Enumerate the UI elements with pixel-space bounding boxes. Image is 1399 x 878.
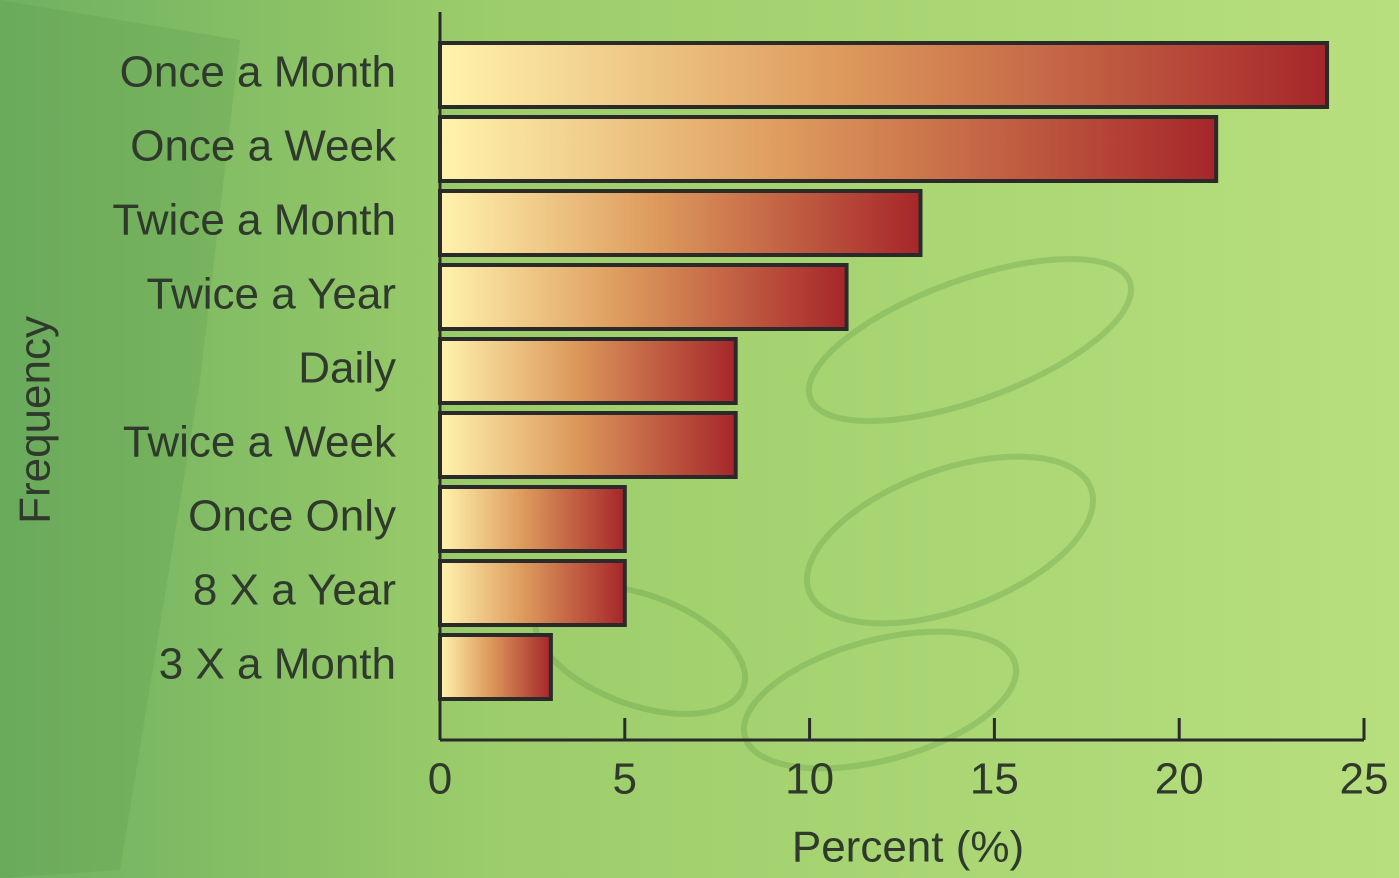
y-tick-label: Daily <box>298 344 396 393</box>
y-tick-label: Once Only <box>188 492 396 541</box>
y-tick-label: Twice a Week <box>123 418 397 467</box>
background-decor <box>0 0 1135 878</box>
y-tick-label: 3 X a Month <box>159 640 396 689</box>
bar <box>438 411 738 479</box>
bar <box>438 633 553 701</box>
x-tick-label: 20 <box>1155 755 1204 804</box>
bar <box>438 263 849 331</box>
bar <box>438 559 627 627</box>
y-tick-label: 8 X a Year <box>193 566 396 615</box>
y-tick-label: Twice a Year <box>147 270 397 319</box>
bar <box>438 115 1219 183</box>
y-tick-label: Once a Week <box>130 122 397 171</box>
x-tick-label: 0 <box>428 755 452 804</box>
x-tick-label: 25 <box>1340 755 1389 804</box>
x-tick-label: 10 <box>785 755 834 804</box>
y-tick-label: Once a Month <box>120 48 396 97</box>
bar <box>438 337 738 405</box>
bar <box>438 41 1330 109</box>
y-tick-label: Twice a Month <box>112 196 396 245</box>
x-tick-label: 15 <box>970 755 1019 804</box>
x-tick-label: 5 <box>613 755 637 804</box>
bar <box>438 485 627 553</box>
y-axis-label: Frequency <box>11 316 60 524</box>
x-axis-label: Percent (%) <box>792 823 1024 872</box>
bar <box>438 189 923 257</box>
